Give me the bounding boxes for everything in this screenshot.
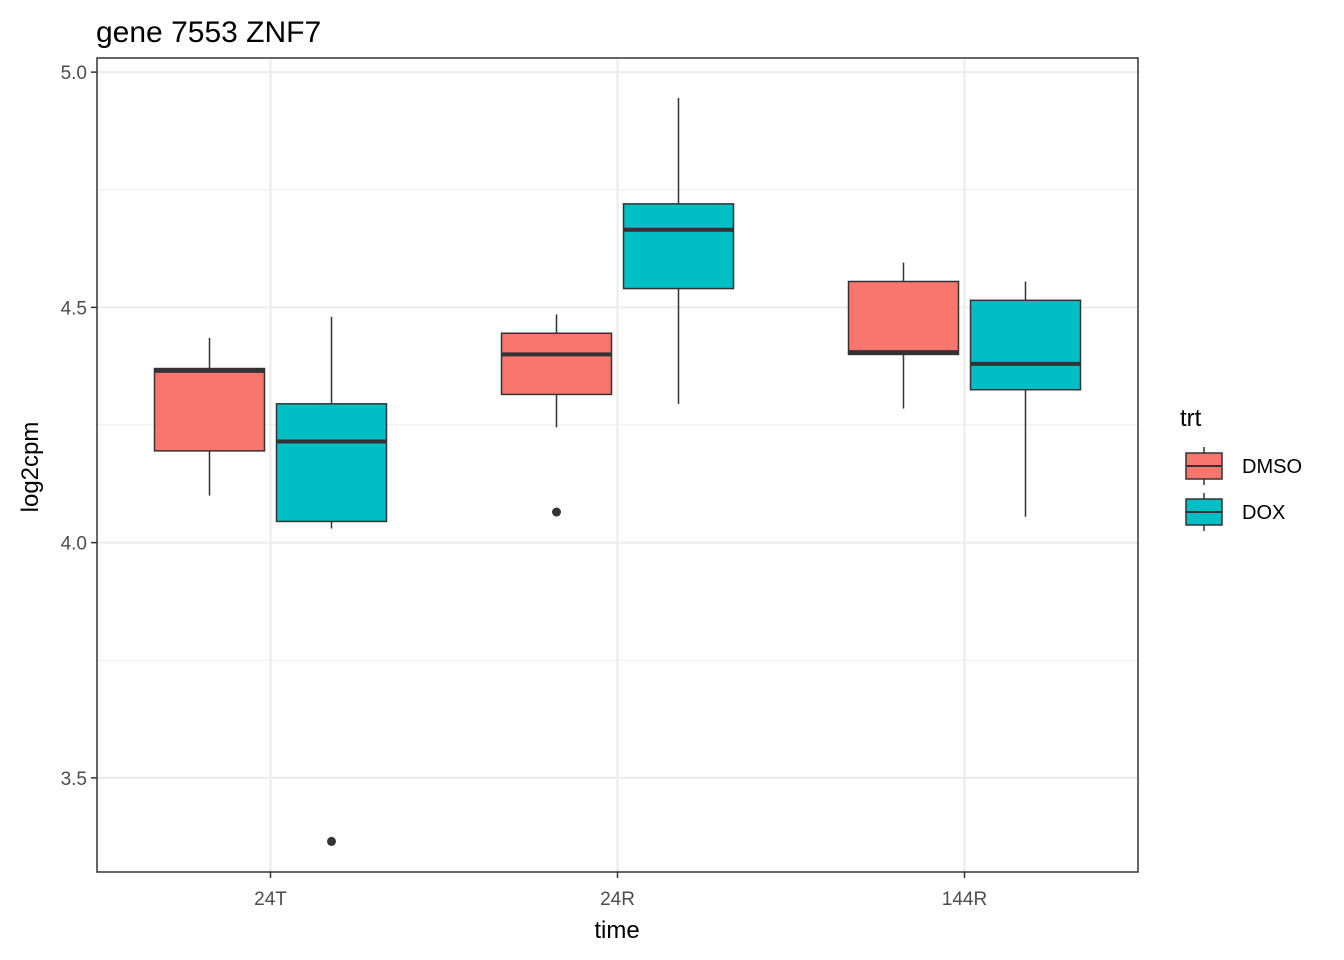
box-body [500, 332, 613, 396]
x-tick-label: 144R [942, 889, 987, 910]
box-dox-24t [275, 316, 388, 846]
box-body [275, 403, 388, 523]
box-dmso-24t [153, 337, 266, 496]
legend-label: DOX [1242, 502, 1285, 524]
outlier-point [327, 836, 336, 846]
box-layer [153, 97, 1082, 846]
box-body [847, 280, 960, 356]
y-axis-title: log2cpm [17, 422, 44, 513]
box-dox-144r [969, 281, 1082, 517]
box-dox-24r [622, 97, 735, 404]
chart-title: gene 7553 ZNF7 [96, 16, 321, 49]
box-body [622, 203, 735, 290]
legend-title: trt [1180, 405, 1202, 432]
outlier-point [552, 507, 561, 517]
y-axis: 3.5 4.0 4.5 5.0 [61, 63, 97, 790]
y-tick-label: 5.0 [61, 63, 87, 84]
legend-item-dmso: DMSO [1185, 447, 1302, 485]
y-tick-label: 4.0 [61, 534, 87, 555]
legend: trt DMSO DOX [1180, 405, 1302, 531]
box-body [153, 367, 266, 452]
y-tick-label: 3.5 [61, 769, 87, 790]
legend-item-dox: DOX [1185, 493, 1285, 531]
box-body [969, 299, 1082, 391]
x-tick-label: 24T [254, 889, 287, 910]
box-dmso-24r [500, 314, 613, 517]
gridlines [97, 58, 1138, 872]
x-axis: 24T 24R 144R [254, 872, 987, 910]
y-tick-label: 4.5 [61, 298, 87, 319]
x-tick-label: 24R [600, 889, 635, 910]
legend-label: DMSO [1242, 456, 1302, 478]
box-dmso-144r [847, 262, 960, 409]
x-axis-title: time [594, 917, 639, 944]
